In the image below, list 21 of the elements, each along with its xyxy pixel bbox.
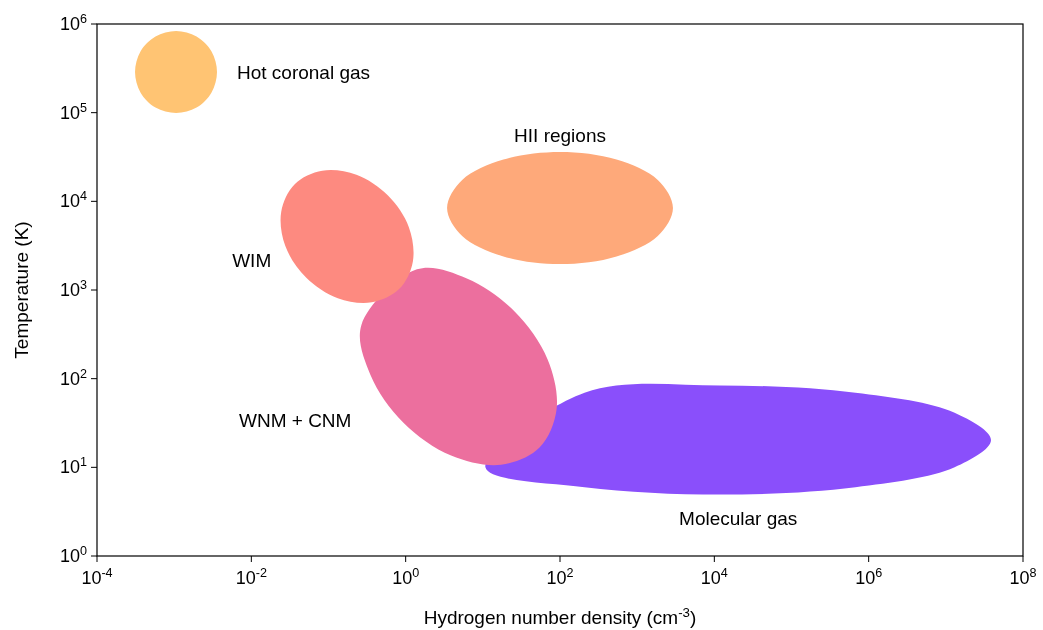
x-tick-label: 10$^{2}$: [546, 566, 574, 588]
x-tick-label: 10$^{8}$: [1009, 566, 1037, 588]
y-tick-label: 10$^{2}$: [59, 366, 87, 389]
series-label: Hot coronal gas: [237, 62, 371, 84]
x-tick-label: 10$^{0}$: [392, 566, 420, 588]
y-tick-label: 10$^{1}$: [59, 455, 87, 478]
y-tick-label: 10$^{0}$: [59, 544, 87, 566]
series-label: WNM + CNM: [239, 410, 352, 432]
y-tick-label: 10$^{6}$: [59, 12, 87, 34]
series-label: HII regions: [514, 124, 606, 146]
x-tick-label: 10$^{6}$: [855, 566, 883, 588]
y-axis-title: Temperature (K): [11, 221, 32, 359]
series-label: Molecular gas: [679, 507, 798, 529]
x-tick-label: 10$^{4}$: [700, 566, 728, 588]
x-tick-label: 10$^{-4}$: [81, 566, 113, 588]
y-tick-label: 10$^{4}$: [59, 189, 87, 212]
x-axis-title: Hydrogen number density (cm$^{-3}$): [423, 604, 697, 628]
y-tick-label: 10$^{5}$: [59, 100, 87, 123]
series-label: WIM: [232, 249, 272, 271]
x-tick-label: 10$^{-2}$: [235, 566, 267, 588]
y-tick-label: 10$^{3}$: [59, 278, 87, 300]
